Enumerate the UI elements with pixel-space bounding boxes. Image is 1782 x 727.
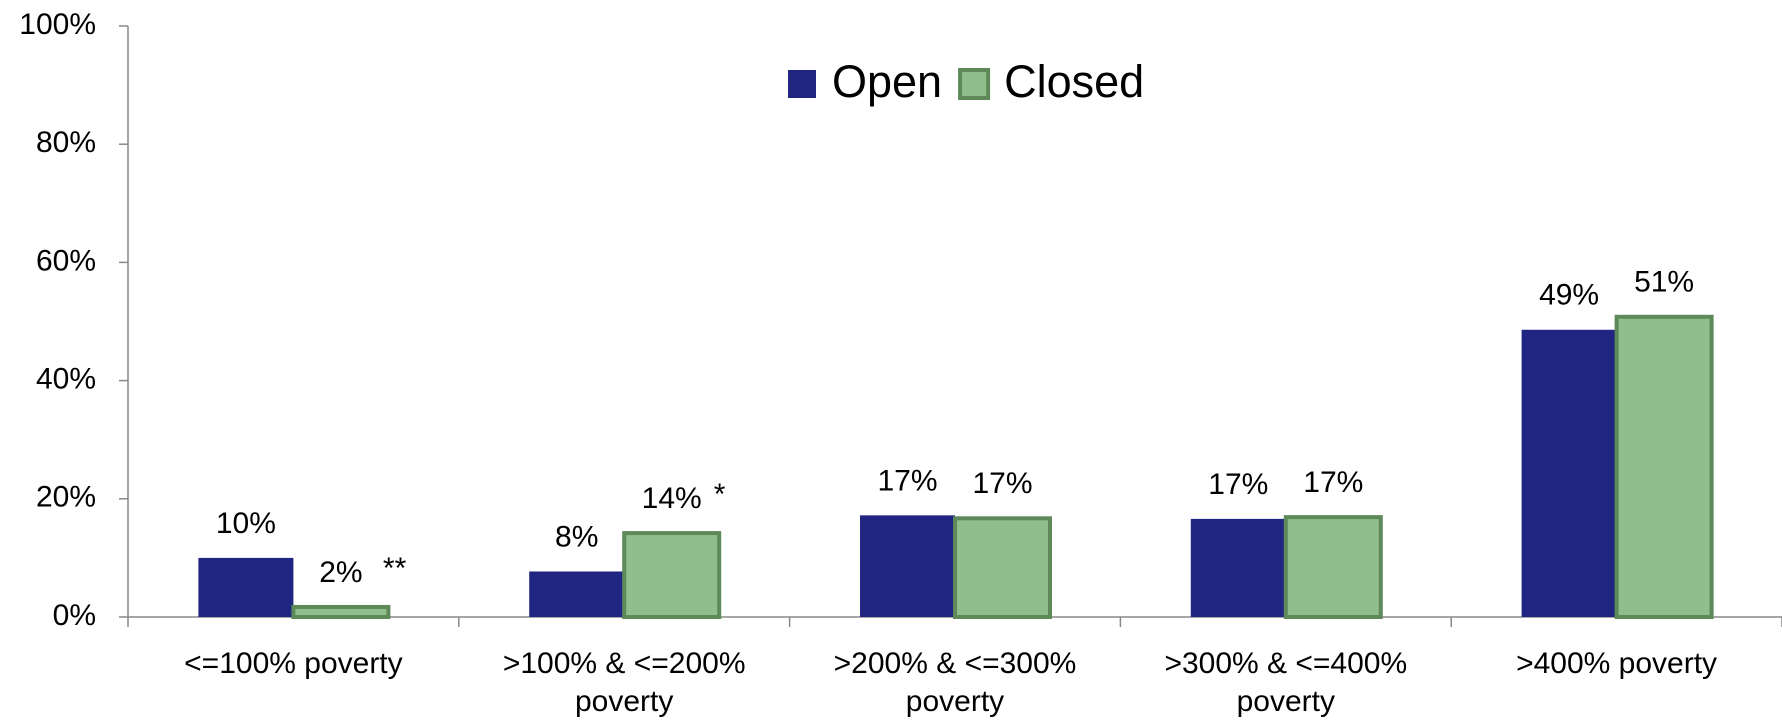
legend-label: Open	[832, 56, 942, 107]
data-label: 8%	[555, 520, 598, 553]
y-tick-label: 60%	[36, 244, 96, 277]
annotation: *	[714, 478, 726, 511]
bar	[291, 604, 391, 620]
legend-swatch	[788, 70, 816, 98]
bar	[529, 571, 625, 617]
x-tick-label: >300% & <=400% poverty	[1164, 647, 1408, 718]
data-label: 51%	[1634, 266, 1694, 299]
data-label: 10%	[216, 507, 276, 540]
y-tick-label: 0%	[53, 599, 96, 632]
x-tick-label: >200% & <=300% poverty	[833, 647, 1077, 718]
legend-swatch	[958, 68, 991, 100]
bar	[622, 531, 722, 619]
x-tick-label: >100% & <=200% poverty	[502, 647, 746, 718]
data-label: 17%	[1208, 468, 1268, 501]
bar	[953, 516, 1052, 619]
y-tick-label: 80%	[36, 126, 96, 159]
annotation: **	[383, 552, 407, 585]
bar	[1614, 314, 1714, 619]
bar	[1190, 518, 1286, 617]
bar	[860, 515, 955, 617]
bar	[198, 557, 294, 617]
bar	[1521, 329, 1617, 617]
bar	[1283, 515, 1383, 619]
data-label: 14%	[642, 482, 702, 515]
y-tick-label: 20%	[36, 481, 96, 514]
x-tick-label: >400% poverty	[1516, 647, 1718, 680]
data-label: 17%	[972, 467, 1032, 500]
data-label: 2%	[319, 556, 362, 589]
data-label: 17%	[1303, 466, 1363, 499]
data-label: 49%	[1539, 279, 1599, 312]
y-tick-label: 100%	[19, 8, 96, 41]
legend-label: Closed	[1004, 56, 1144, 107]
data-label: 17%	[877, 464, 937, 497]
x-tick-label: <=100% poverty	[184, 647, 403, 680]
y-tick-label: 40%	[36, 363, 96, 396]
